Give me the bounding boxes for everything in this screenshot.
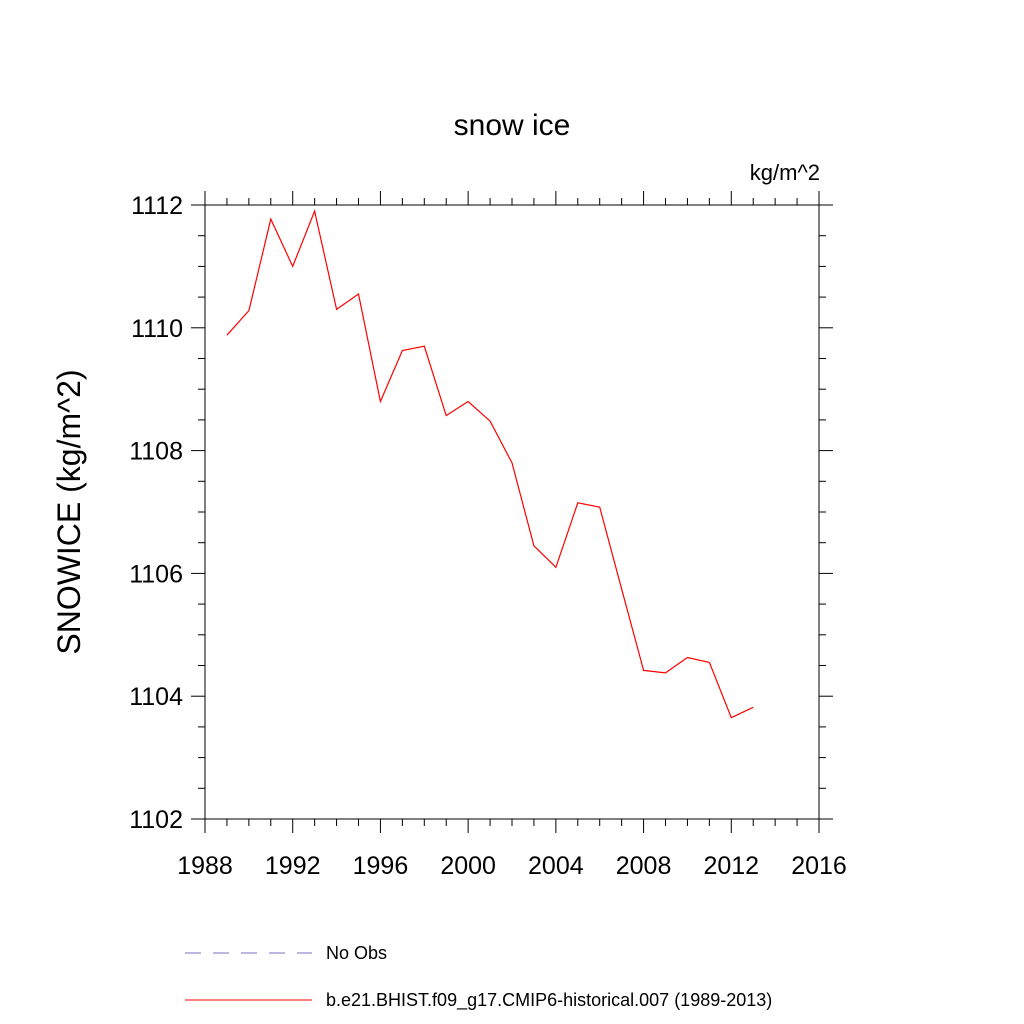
- legend-label: b.e21.BHIST.f09_g17.CMIP6-historical.007…: [326, 990, 772, 1011]
- units-label: kg/m^2: [750, 160, 820, 185]
- x-tick-label: 2012: [703, 852, 759, 880]
- y-tick-label: 1106: [129, 560, 183, 588]
- y-axis-label: SNOWICE (kg/m^2): [51, 369, 87, 654]
- y-tick-label: 1102: [129, 806, 183, 834]
- y-tick-label: 1112: [131, 192, 183, 220]
- y-tick-label: 1108: [129, 438, 183, 466]
- chart-title: snow ice: [454, 109, 571, 142]
- y-tick-label: 1110: [131, 315, 183, 343]
- axis-ticks: [191, 191, 833, 833]
- axis-tick-labels: 1988 1992 1996 2000 2004 2008 2012 2016 1102 1104…: [129, 192, 847, 880]
- legend: No Obs b.e21.BHIST.f09_g17.CMIP6-historic…: [185, 943, 772, 1011]
- x-tick-label: 2008: [616, 852, 672, 880]
- series-line: [226, 209, 754, 719]
- x-tick-label: 1988: [177, 852, 233, 880]
- y-tick-label: 1104: [129, 683, 183, 711]
- legend-label: No Obs: [326, 943, 387, 963]
- plot-frame: [204, 204, 820, 820]
- x-tick-label: 2000: [440, 852, 496, 880]
- x-tick-label: 1996: [353, 852, 409, 880]
- x-tick-label: 1992: [265, 852, 321, 880]
- data-series: [226, 209, 754, 719]
- x-tick-label: 2004: [528, 852, 584, 880]
- x-tick-label: 2016: [791, 852, 847, 880]
